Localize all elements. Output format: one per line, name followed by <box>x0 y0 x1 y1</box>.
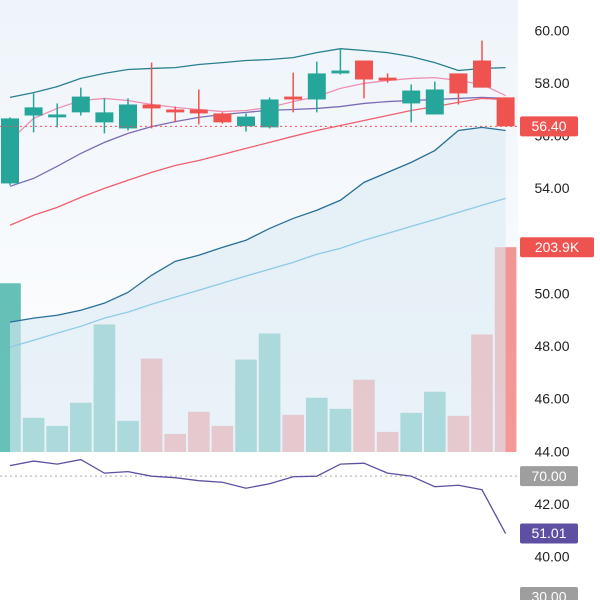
y-tick-label: 40.00 <box>534 549 569 565</box>
y-tick-label: 58.00 <box>534 75 569 91</box>
rsi-tag-label: 30.00 <box>531 589 566 600</box>
y-tick-label: 54.00 <box>534 180 569 196</box>
area-line <box>9 126 506 323</box>
y-tick-label: 44.00 <box>534 443 569 459</box>
overlay-line <box>9 97 506 226</box>
candle-body <box>71 96 90 113</box>
candle-body <box>496 97 515 127</box>
candle-body <box>24 107 43 116</box>
candle-body <box>473 60 491 88</box>
overlay-line <box>9 48 506 99</box>
candle-body <box>95 112 114 123</box>
candle-body <box>166 109 185 113</box>
candle-body <box>355 60 373 80</box>
overlay-line <box>9 76 506 142</box>
rsi-tag <box>520 466 578 487</box>
value-tag-label: 51.01 <box>531 525 566 541</box>
overlay-line <box>9 197 506 348</box>
y-tick-label: 60.00 <box>534 22 569 38</box>
value-tag <box>520 237 594 258</box>
candle-body <box>237 116 255 127</box>
price-axis: 60.0058.0056.0054.0050.0048.0046.0044.00… <box>520 22 594 600</box>
value-tag-label: 56.40 <box>531 118 566 134</box>
rsi-line <box>9 458 507 534</box>
candle-body <box>142 104 161 109</box>
area-fill <box>10 127 506 453</box>
value-tag <box>520 116 578 137</box>
candle-body <box>378 77 397 81</box>
rsi-tag-label: 70.00 <box>531 468 566 484</box>
candle-body <box>119 104 137 129</box>
value-tag-label: 203.9K <box>535 239 580 255</box>
candle-body <box>1 118 19 184</box>
candle-body <box>213 113 232 123</box>
overlay-line <box>9 96 506 187</box>
y-tick-label: 42.00 <box>534 496 569 512</box>
plot <box>0 40 518 534</box>
rsi-tag <box>520 587 578 600</box>
candle-body <box>449 73 468 94</box>
y-tick-label: 46.00 <box>534 391 569 407</box>
candle-body <box>189 109 208 114</box>
candle-body <box>48 114 67 118</box>
candle-body <box>425 89 444 115</box>
candle-body <box>260 99 279 128</box>
candle-body <box>402 90 421 104</box>
candle-body <box>284 96 303 100</box>
y-tick-label: 50.00 <box>534 285 569 301</box>
y-tick-label: 48.00 <box>534 338 569 354</box>
candle-body <box>307 73 326 100</box>
candle-body <box>331 70 350 74</box>
value-tag <box>520 523 578 544</box>
